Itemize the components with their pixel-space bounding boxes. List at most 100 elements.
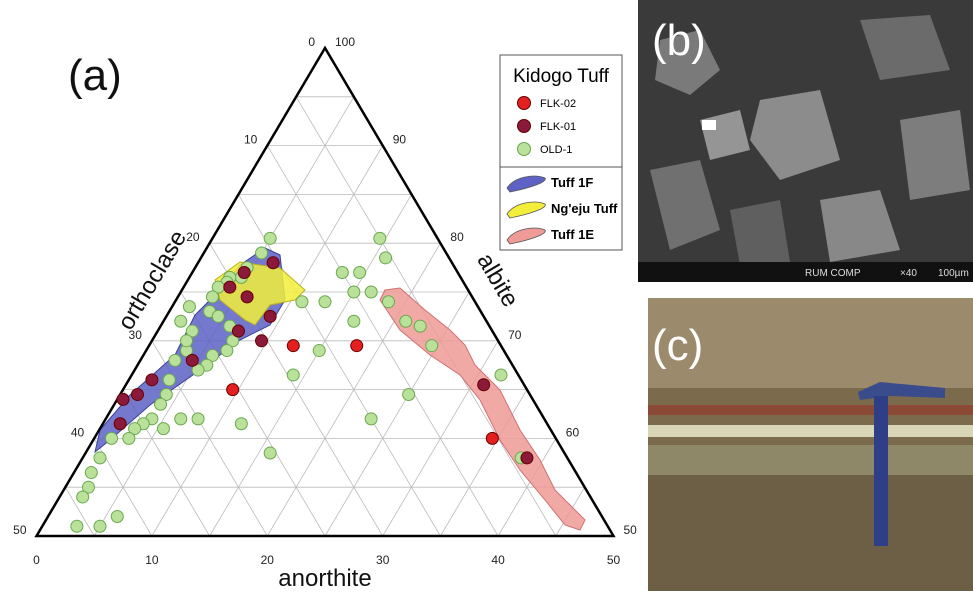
data-point — [128, 422, 142, 436]
data-point — [255, 334, 269, 348]
data-point — [231, 324, 245, 338]
panel-label: (a) — [68, 51, 122, 100]
albite-tick-label: 60 — [566, 425, 580, 439]
legend-marker — [517, 96, 531, 110]
data-point — [116, 392, 130, 406]
panel-label: (c) — [652, 321, 703, 370]
data-point — [156, 422, 170, 436]
data-point — [520, 451, 534, 465]
data-point — [205, 348, 219, 362]
data-point — [255, 246, 269, 260]
orthoclase-tick-label: 10 — [244, 133, 258, 147]
orthoclase-tick-label: 50 — [13, 523, 27, 537]
data-point — [318, 295, 332, 309]
anorthite-tick-label: 20 — [261, 553, 275, 567]
albite-tick-label: 50 — [624, 523, 638, 537]
data-point — [154, 397, 168, 411]
legend-swatch — [506, 227, 546, 245]
data-point — [81, 480, 95, 494]
photo-scale: 100µm — [938, 268, 969, 279]
plot-frame — [34, 45, 616, 538]
orthoclase-tick-label: 30 — [129, 328, 143, 342]
orthoclase-tick-label: 40 — [71, 425, 85, 439]
axis-title: anorthite — [278, 565, 371, 591]
anorthite-tick-label: 0 — [33, 553, 40, 567]
legend-swatch — [506, 175, 546, 193]
data-point — [180, 334, 194, 348]
data-point — [122, 431, 136, 445]
photo-b: RUM COMP ×40 100µm (b) — [638, 0, 973, 282]
data-point — [84, 466, 98, 480]
data-point — [145, 373, 159, 387]
photo-c: (c) — [648, 298, 973, 591]
data-point — [110, 509, 124, 523]
data-point — [425, 339, 439, 353]
legend-title: Kidogo Tuff — [513, 66, 610, 87]
legend-label: FLK-01 — [540, 121, 576, 133]
data-point — [286, 368, 300, 382]
grid-line — [440, 389, 528, 537]
albite-tick-label: 100 — [335, 35, 355, 49]
data-point — [263, 446, 277, 460]
grid-line — [65, 486, 95, 537]
data-point — [211, 309, 225, 323]
legend-label: FLK-02 — [540, 98, 576, 110]
legend-label: Tuff 1F — [551, 175, 593, 190]
albite-tick-label: 90 — [393, 133, 407, 147]
anorthite-tick-label: 30 — [376, 553, 390, 567]
data-point — [185, 353, 199, 367]
data-point — [335, 265, 349, 279]
data-point — [402, 387, 416, 401]
data-point — [205, 290, 219, 304]
grid-line — [209, 194, 412, 537]
axis-title: albite — [471, 249, 523, 312]
legend-swatch — [506, 201, 546, 219]
albite-tick-label: 80 — [450, 230, 464, 244]
data-point — [191, 412, 205, 426]
data-point — [477, 378, 491, 392]
legend-label: Ng'eju Tuff — [551, 201, 618, 216]
legend-label: Tuff 1E — [551, 227, 594, 242]
data-point — [364, 412, 378, 426]
data-point — [240, 290, 254, 304]
data-point — [266, 256, 280, 270]
data-point — [226, 383, 240, 397]
orthoclase-tick-label: 20 — [186, 230, 200, 244]
data-point — [312, 344, 326, 358]
data-point — [413, 319, 427, 333]
data-point — [353, 265, 367, 279]
data-point — [399, 314, 413, 328]
data-point — [485, 431, 499, 445]
data-point — [223, 280, 237, 294]
data-point — [350, 339, 364, 353]
data-point — [381, 295, 395, 309]
data-point — [191, 363, 205, 377]
data-point — [379, 251, 393, 265]
data-point — [364, 285, 378, 299]
orthoclase-tick-label: 0 — [308, 35, 315, 49]
data-point — [168, 353, 182, 367]
data-point — [263, 309, 277, 323]
anorthite-tick-label: 50 — [607, 553, 621, 567]
data-point — [130, 387, 144, 401]
data-point — [76, 490, 90, 504]
data-point — [174, 412, 188, 426]
data-point — [185, 324, 199, 338]
data-point — [93, 519, 107, 533]
data-point — [237, 265, 251, 279]
data-point — [174, 314, 188, 328]
data-point — [159, 387, 173, 401]
data-point — [162, 373, 176, 387]
data-point — [373, 231, 387, 245]
data-point — [295, 295, 309, 309]
albite-tick-label: 70 — [508, 328, 522, 342]
legend-label: OLD-1 — [540, 144, 572, 156]
data-point — [113, 417, 127, 431]
data-point — [220, 344, 234, 358]
data-point — [105, 431, 119, 445]
data-point — [234, 417, 248, 431]
data-point — [226, 334, 240, 348]
grid-line — [238, 194, 441, 537]
legend-marker — [517, 142, 531, 156]
